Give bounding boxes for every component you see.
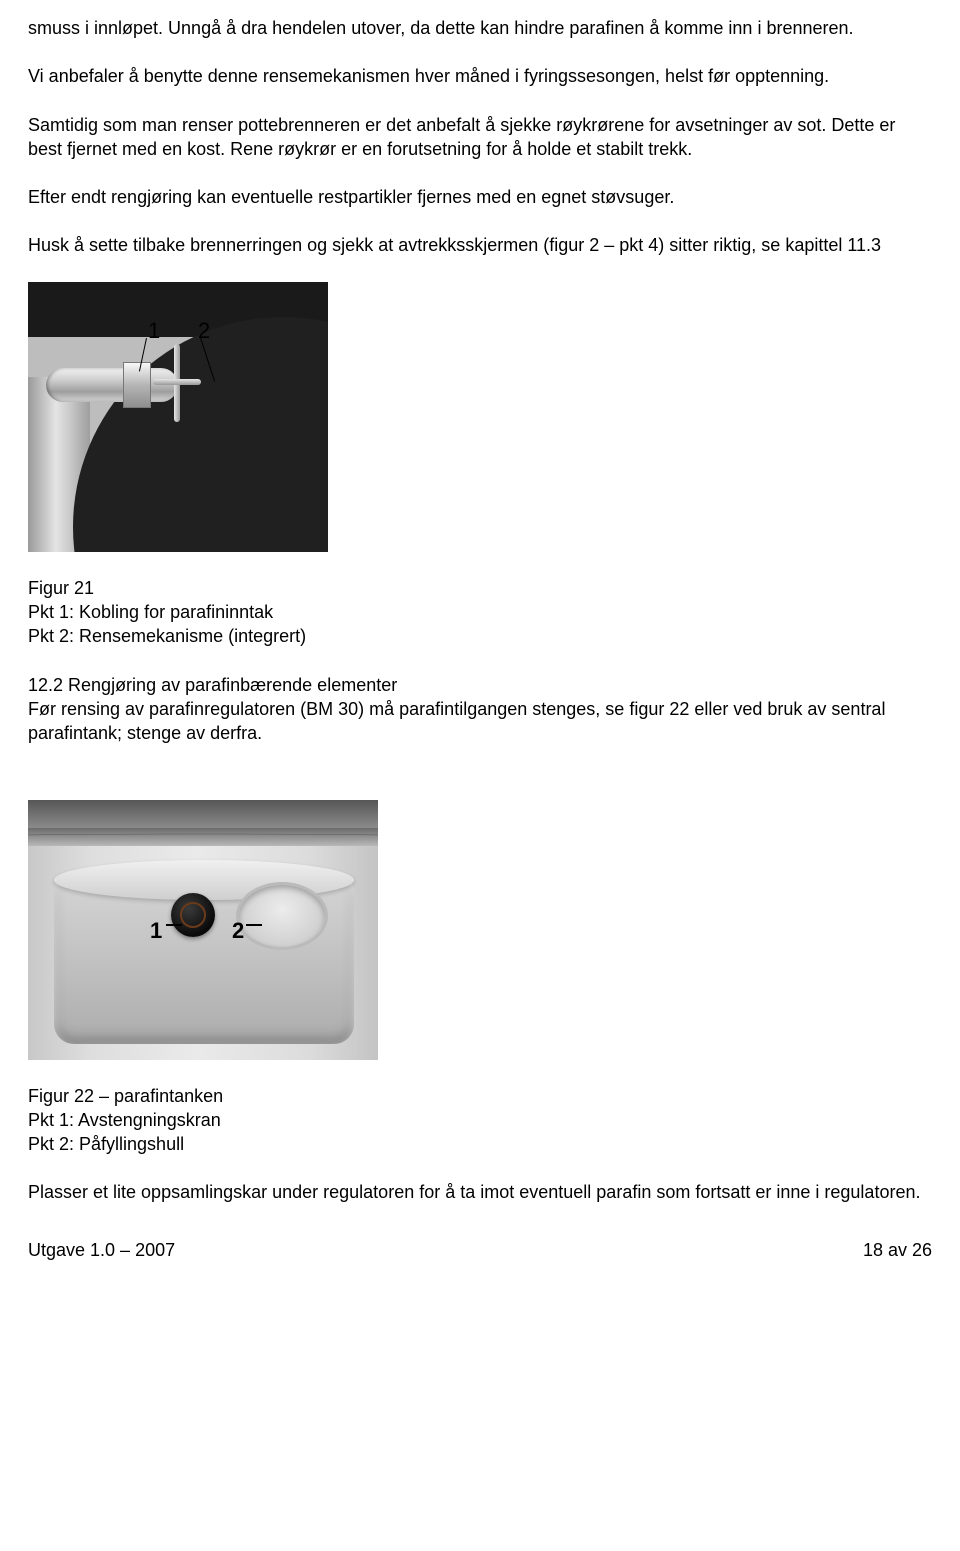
footer-page-number: 18 av 26	[863, 1238, 932, 1262]
figure-22-callout-1: 1	[150, 916, 162, 946]
figure-21-photo: 1 2	[28, 282, 932, 552]
figure-21-callout-2: 2	[198, 316, 210, 346]
body-paragraph: Samtidig som man renser pottebrenneren e…	[28, 113, 932, 162]
section-heading: 12.2 Rengjøring av parafinbærende elemen…	[28, 675, 397, 695]
figure-21-pkt2: Pkt 2: Rensemekanisme (integrert)	[28, 624, 932, 648]
figure-21-pkt1: Pkt 1: Kobling for parafininntak	[28, 600, 932, 624]
figure-22-callout-2: 2	[232, 916, 244, 946]
figure-22-pkt1: Pkt 1: Avstengningskran	[28, 1108, 932, 1132]
figure-22-pkt2: Pkt 2: Påfyllingshull	[28, 1132, 932, 1156]
figure-22-title: Figur 22 – parafintanken	[28, 1084, 932, 1108]
body-paragraph: Efter endt rengjøring kan eventuelle res…	[28, 185, 932, 209]
figure-21-callout-1: 1	[148, 316, 160, 346]
section-12-2: 12.2 Rengjøring av parafinbærende elemen…	[28, 673, 932, 746]
body-paragraph: Vi anbefaler å benytte denne rensemekani…	[28, 64, 932, 88]
figure-22-photo: 1 2	[28, 800, 932, 1060]
footer-edition: Utgave 1.0 – 2007	[28, 1238, 175, 1262]
section-body: Før rensing av parafinregulatoren (BM 30…	[28, 699, 885, 743]
figure-22-caption: Figur 22 – parafintanken Pkt 1: Avstengn…	[28, 1084, 932, 1157]
body-paragraph: smuss i innløpet. Unngå å dra hendelen u…	[28, 16, 932, 40]
figure-21-caption: Figur 21 Pkt 1: Kobling for parafininnta…	[28, 576, 932, 649]
page-footer: Utgave 1.0 – 2007 18 av 26	[28, 1238, 932, 1262]
figure-21-title: Figur 21	[28, 576, 932, 600]
body-paragraph: Husk å sette tilbake brennerringen og sj…	[28, 233, 932, 257]
body-paragraph: Plasser et lite oppsamlingskar under reg…	[28, 1180, 932, 1204]
